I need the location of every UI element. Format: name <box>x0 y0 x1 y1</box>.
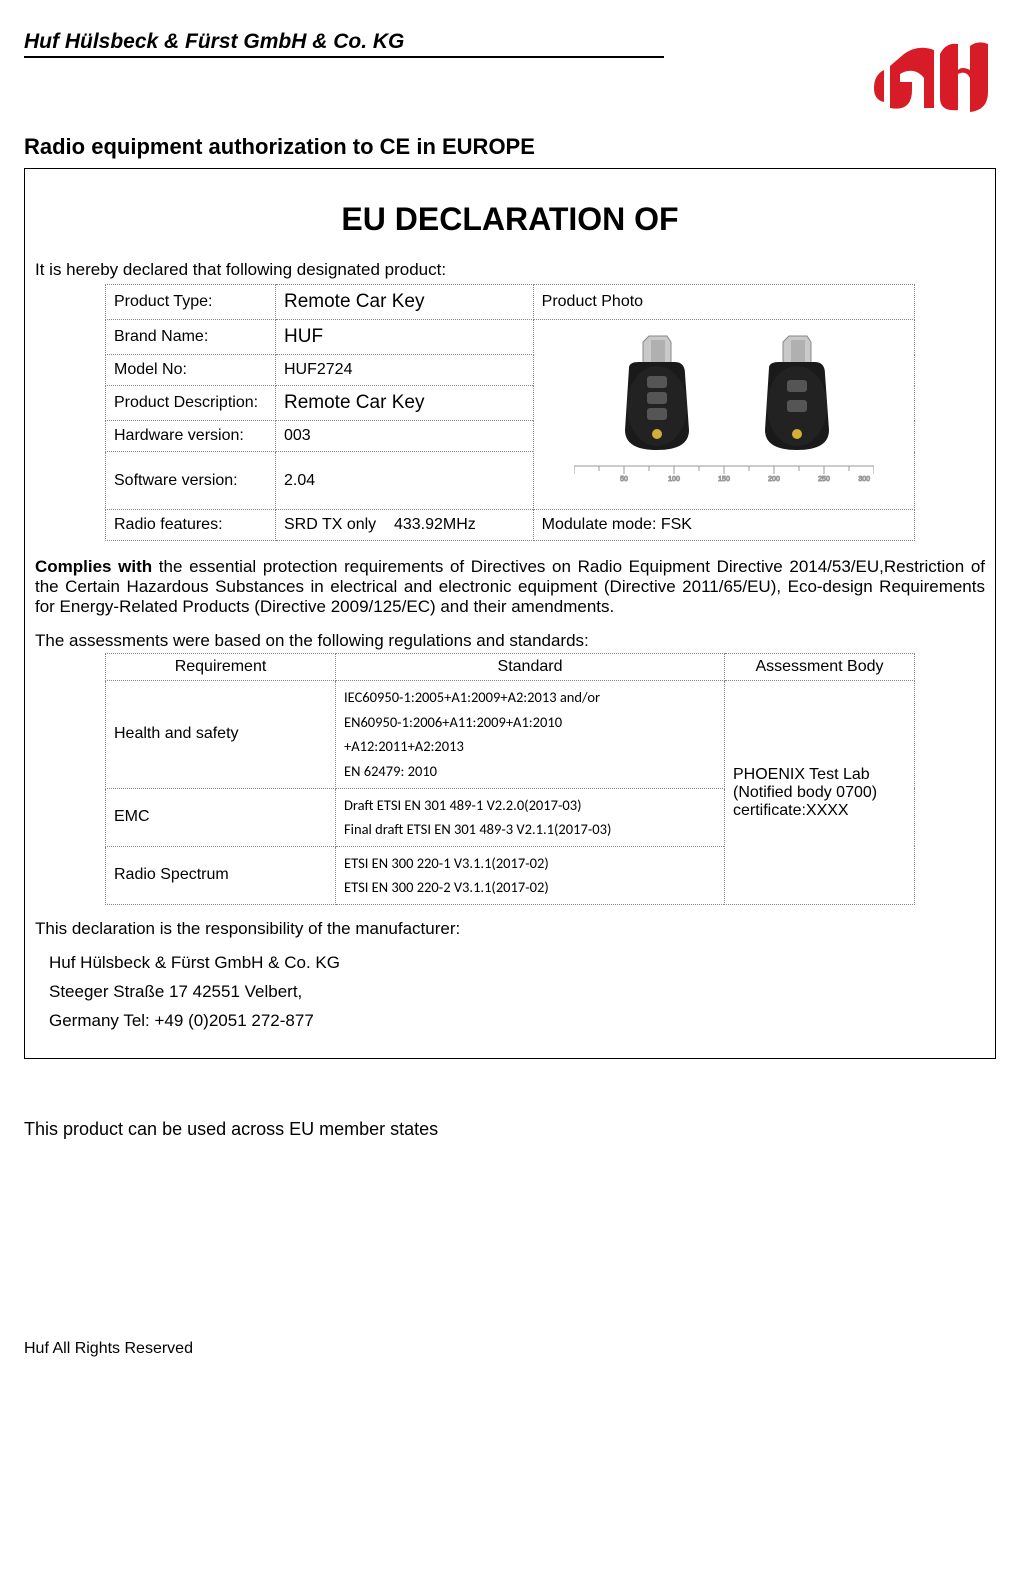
product-table: Product Type: Remote Car Key Product Pho… <box>105 284 915 541</box>
mfr-line1: Huf Hülsbeck & Fürst GmbH & Co. KG <box>49 949 985 978</box>
mfr-line2: Steeger Straße 17 42551 Velbert, <box>49 978 985 1007</box>
radio-label: Radio features: <box>106 510 276 541</box>
responsibility-line: This declaration is the responsibility o… <box>35 919 985 939</box>
sw-value: 2.04 <box>276 452 534 510</box>
hw-label: Hardware version: <box>106 421 276 452</box>
section-title: Radio equipment authorization to CE in E… <box>24 134 996 160</box>
svg-text:250: 250 <box>818 476 830 482</box>
col-standard: Standard <box>336 654 725 681</box>
product-photo-cell: 50 100 150 200 250 300 <box>533 320 914 510</box>
svg-text:100: 100 <box>668 476 680 482</box>
req-health: Health and safety <box>106 681 336 789</box>
declaration-box: EU DECLARATION OF It is hereby declared … <box>24 168 996 1059</box>
brand-label: Brand Name: <box>106 320 276 355</box>
huf-logo: Huf <box>866 30 996 120</box>
model-label: Model No: <box>106 355 276 386</box>
intro-text: It is hereby declared that following des… <box>35 260 985 280</box>
complies-paragraph: Complies with the essential protection r… <box>35 557 985 617</box>
col-requirement: Requirement <box>106 654 336 681</box>
mfr-line3: Germany Tel: +49 (0)2051 272-877 <box>49 1007 985 1036</box>
keyfob-left-icon <box>599 334 709 454</box>
std-radio: ETSI EN 300 220-1 V3.1.1(2017-02) ETSI E… <box>336 846 725 904</box>
hw-value: 003 <box>276 421 534 452</box>
svg-text:200: 200 <box>768 476 780 482</box>
product-type-value: Remote Car Key <box>276 285 534 320</box>
svg-text:150: 150 <box>718 476 730 482</box>
model-value: HUF2724 <box>276 355 534 386</box>
standards-table: Requirement Standard Assessment Body Hea… <box>105 653 915 905</box>
svg-text:50: 50 <box>620 476 628 482</box>
product-type-label: Product Type: <box>106 285 276 320</box>
desc-label: Product Description: <box>106 386 276 421</box>
assessment-body: PHOENIX Test Lab (Notified body 0700) ce… <box>725 681 915 905</box>
req-radio: Radio Spectrum <box>106 846 336 904</box>
footer: Huf All Rights Reserved <box>24 1340 996 1358</box>
modulate-value: Modulate mode: FSK <box>533 510 914 541</box>
svg-text:300: 300 <box>858 476 870 482</box>
manufacturer-block: Huf Hülsbeck & Fürst GmbH & Co. KG Steeg… <box>49 949 985 1036</box>
product-photo-header: Product Photo <box>533 285 914 320</box>
col-body: Assessment Body <box>725 654 915 681</box>
req-emc: EMC <box>106 788 336 846</box>
sw-label: Software version: <box>106 452 276 510</box>
desc-value: Remote Car Key <box>276 386 534 421</box>
std-health: IEC60950-1:2005+A1:2009+A2:2013 and/or E… <box>336 681 725 789</box>
eu-usage-note: This product can be used across EU membe… <box>24 1119 996 1140</box>
document-header: Huf Hülsbeck & Fürst GmbH & Co. KG Huf <box>24 30 996 120</box>
company-name: Huf Hülsbeck & Fürst GmbH & Co. KG <box>24 30 664 58</box>
keyfob-right-icon <box>739 334 849 454</box>
complies-body: the essential protection requirements of… <box>35 557 985 616</box>
assessments-intro: The assessments were based on the follow… <box>35 631 985 651</box>
std-emc: Draft ETSI EN 301 489-1 V2.2.0(2017-03) … <box>336 788 725 846</box>
declaration-title: EU DECLARATION OF <box>35 201 985 238</box>
ruler-icon: 50 100 150 200 250 300 <box>574 464 874 482</box>
radio-value: SRD TX only 433.92MHz <box>276 510 534 541</box>
complies-lead: Complies with <box>35 557 152 576</box>
brand-value: HUF <box>276 320 534 355</box>
